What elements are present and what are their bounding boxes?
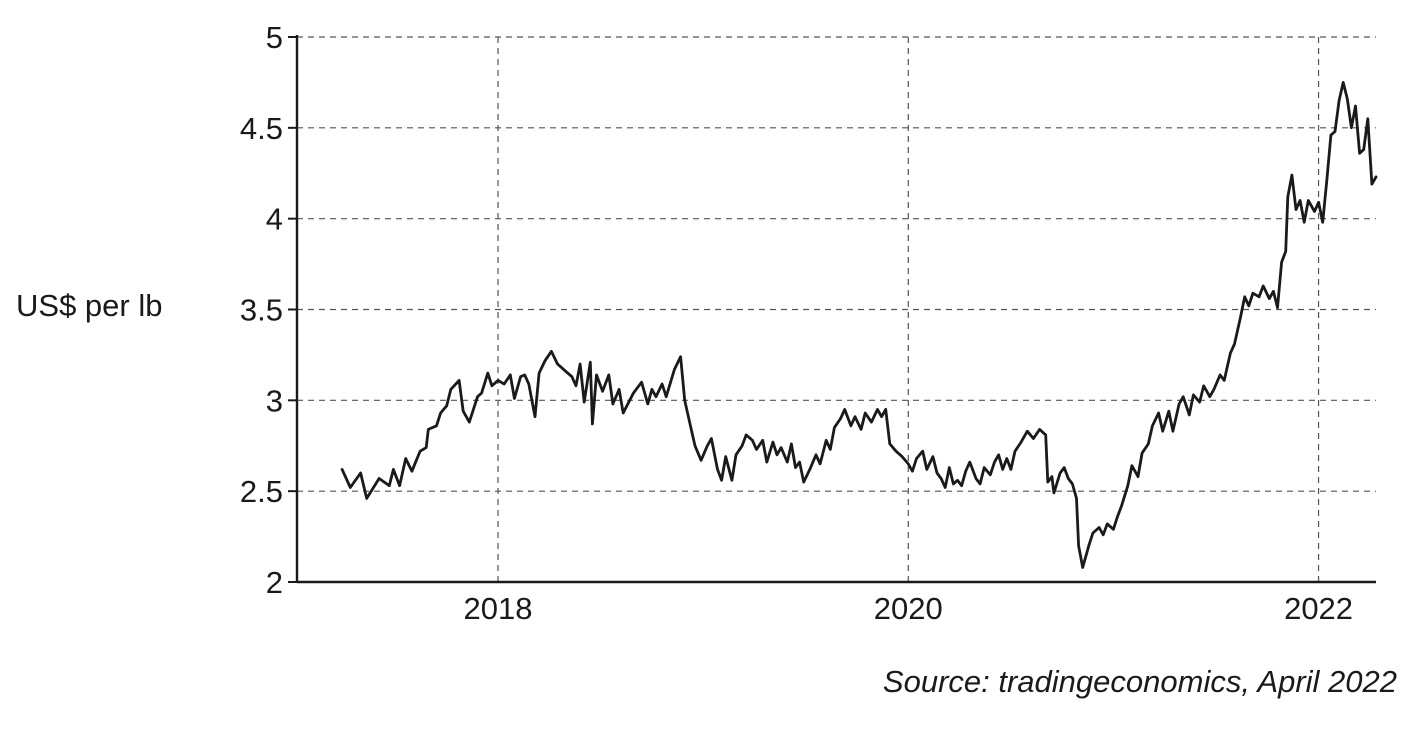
series-line-0 bbox=[340, 81, 1378, 569]
grid-lines bbox=[297, 36, 1376, 582]
x-tick-label-2020: 2020 bbox=[874, 591, 943, 626]
source-note: Source: tradingeconomics, April 2022 bbox=[883, 664, 1397, 700]
y-tick-label-3: 3 bbox=[266, 383, 283, 418]
y-tick-label-4: 4 bbox=[266, 202, 283, 237]
y-tick-label-5: 5 bbox=[266, 20, 283, 55]
series-lines bbox=[340, 81, 1378, 569]
y-axis-label: US$ per lb bbox=[16, 288, 163, 323]
tick-labels: 2 2.5 3 3.5 4 4.5 5 2018 2020 2022 bbox=[240, 20, 1353, 626]
y-tick-label-4.5: 4.5 bbox=[240, 111, 283, 146]
x-tick-label-2018: 2018 bbox=[464, 591, 533, 626]
y-tick-label-2: 2 bbox=[266, 565, 283, 600]
source-prefix: Source bbox=[882, 664, 982, 699]
x-tick-label-2022: 2022 bbox=[1284, 591, 1353, 626]
source-text: : tradingeconomics, April 2022 bbox=[981, 664, 1397, 699]
y-tick-label-3.5: 3.5 bbox=[240, 293, 283, 328]
axes bbox=[288, 35, 1376, 584]
y-tick-label-2.5: 2.5 bbox=[240, 474, 283, 509]
